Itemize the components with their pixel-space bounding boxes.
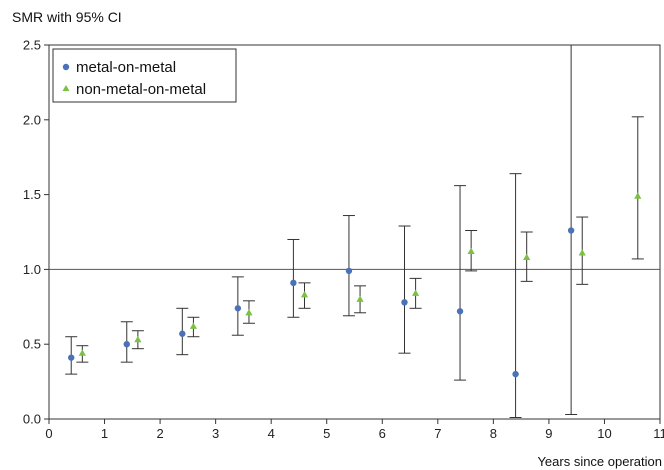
y-tick-label: 1.5 — [23, 187, 41, 202]
x-tick-label: 3 — [212, 426, 219, 441]
markers — [68, 192, 642, 378]
y-tick-label: 0.0 — [23, 412, 41, 427]
non-metal-on-metal-point — [189, 322, 198, 329]
metal-on-metal-point — [512, 370, 519, 378]
legend: metal-on-metal non-metal-on-metal — [52, 48, 237, 103]
non-metal-on-metal-point — [412, 289, 420, 296]
non-metal-on-metal-point — [134, 335, 142, 343]
x-tick-label: 0 — [45, 426, 52, 441]
error-bar — [454, 185, 467, 381]
x-tick-label: 5 — [323, 426, 330, 441]
legend-circle-icon — [62, 63, 70, 71]
error-bar — [287, 238, 300, 318]
x-tick-label: 4 — [268, 426, 275, 441]
legend-label-metal-on-metal: metal-on-metal — [76, 59, 176, 76]
x-tick-label: 10 — [597, 426, 611, 441]
metal-on-metal-point — [401, 299, 408, 306]
error-bar — [631, 116, 644, 260]
x-tick-label: 6 — [379, 426, 386, 441]
x-tick-label: 7 — [434, 426, 441, 441]
x-tick-label: 11 — [653, 426, 664, 441]
non-metal-on-metal-point — [78, 349, 86, 356]
metal-on-metal-point — [123, 341, 130, 348]
non-metal-on-metal-point — [356, 295, 364, 302]
non-metal-on-metal-point — [300, 291, 309, 298]
metal-on-metal-point — [345, 267, 353, 275]
metal-on-metal-point — [456, 308, 464, 315]
error-bar — [342, 215, 355, 317]
chart-title: SMR with 95% CI — [12, 9, 122, 25]
x-tick-label: 8 — [490, 426, 497, 441]
metal-on-metal-point — [234, 305, 242, 312]
legend-label-non-metal-on-metal: non-metal-on-metal — [76, 81, 206, 98]
x-axis-title: Years since operation — [537, 454, 662, 469]
metal-on-metal-point — [179, 330, 186, 337]
legend-triangle-icon — [62, 85, 70, 91]
metal-on-metal-point — [567, 227, 575, 234]
y-tick-label: 2.0 — [23, 112, 41, 127]
metal-on-metal-point — [68, 354, 75, 361]
plot-frame — [48, 44, 661, 420]
metal-on-metal-point — [290, 279, 297, 287]
x-tick-label: 9 — [545, 426, 552, 441]
x-tick-label: 1 — [101, 426, 108, 441]
x-tick-label: 2 — [156, 426, 163, 441]
y-tick-label: 2.5 — [23, 38, 41, 53]
non-metal-on-metal-point — [578, 249, 586, 256]
non-metal-on-metal-point — [467, 247, 475, 255]
non-metal-on-metal-point — [634, 192, 642, 199]
error-bar — [509, 173, 522, 419]
x-axis: 0 1 2 3 4 5 6 7 8 9 10 11 — [45, 419, 664, 441]
y-axis: 0.0 0.5 1.0 1.5 2.0 2.5 — [23, 38, 49, 427]
y-tick-label: 0.5 — [23, 337, 41, 352]
non-metal-on-metal-point — [523, 253, 531, 261]
legend-box — [52, 48, 237, 103]
non-metal-on-metal-point — [245, 308, 253, 316]
error-bar — [398, 225, 411, 354]
y-tick-label: 1.0 — [23, 262, 41, 277]
